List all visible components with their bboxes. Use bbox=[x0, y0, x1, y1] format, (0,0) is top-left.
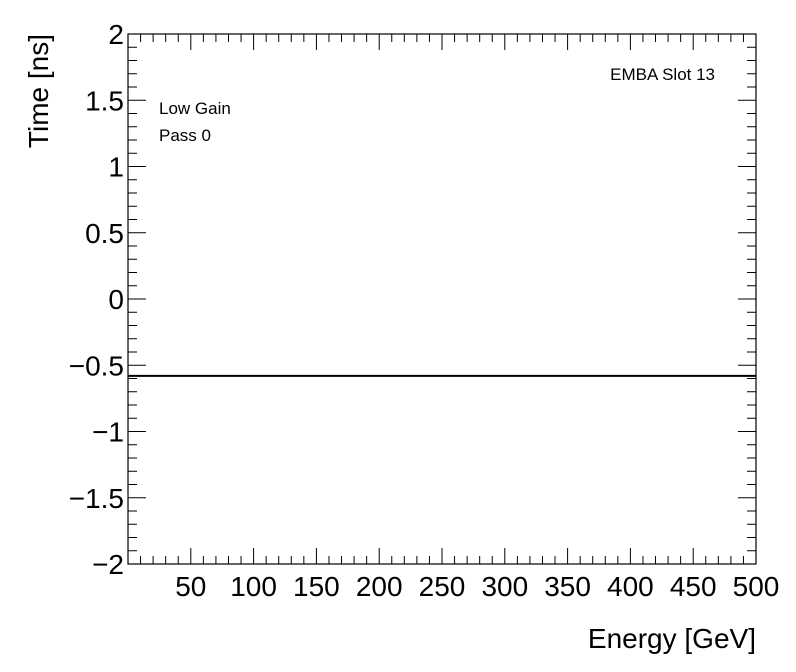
y-tick-label: 0 bbox=[108, 284, 124, 315]
x-tick-label: 300 bbox=[481, 571, 528, 602]
x-tick-label: 500 bbox=[733, 571, 780, 602]
y-tick-label: 1.5 bbox=[85, 85, 124, 116]
x-tick-label: 200 bbox=[356, 571, 403, 602]
x-tick-labels: 50 100 150 200 250 300 350 400 450 500 bbox=[175, 571, 779, 602]
y-tick-label: 0.5 bbox=[85, 218, 124, 249]
y-tick-label: −2 bbox=[92, 549, 124, 580]
x-tick-label: 100 bbox=[230, 571, 277, 602]
annotation-slot: EMBA Slot 13 bbox=[610, 65, 715, 84]
x-tick-label: 350 bbox=[544, 571, 591, 602]
x-tick-label: 50 bbox=[175, 571, 206, 602]
y-axis-title: Time [ns] bbox=[23, 34, 54, 148]
y-tick-label: −0.5 bbox=[69, 350, 124, 381]
y-tick-label: 2 bbox=[108, 19, 124, 50]
y-tick-labels: −2 −1.5 −1 −0.5 0 0.5 1 1.5 2 bbox=[69, 19, 124, 580]
axis-ticks bbox=[127, 33, 757, 565]
y-tick-label: −1 bbox=[92, 417, 124, 448]
x-axis-title: Energy [GeV] bbox=[588, 623, 756, 654]
x-tick-label: 150 bbox=[293, 571, 340, 602]
annotation-pass: Pass 0 bbox=[159, 126, 211, 145]
x-tick-label: 250 bbox=[419, 571, 466, 602]
x-tick-label: 400 bbox=[607, 571, 654, 602]
plot-frame bbox=[127, 33, 757, 565]
annotation-gain: Low Gain bbox=[159, 99, 231, 118]
x-tick-label: 450 bbox=[670, 571, 717, 602]
y-tick-label: −1.5 bbox=[69, 483, 124, 514]
y-tick-label: 1 bbox=[108, 152, 124, 183]
